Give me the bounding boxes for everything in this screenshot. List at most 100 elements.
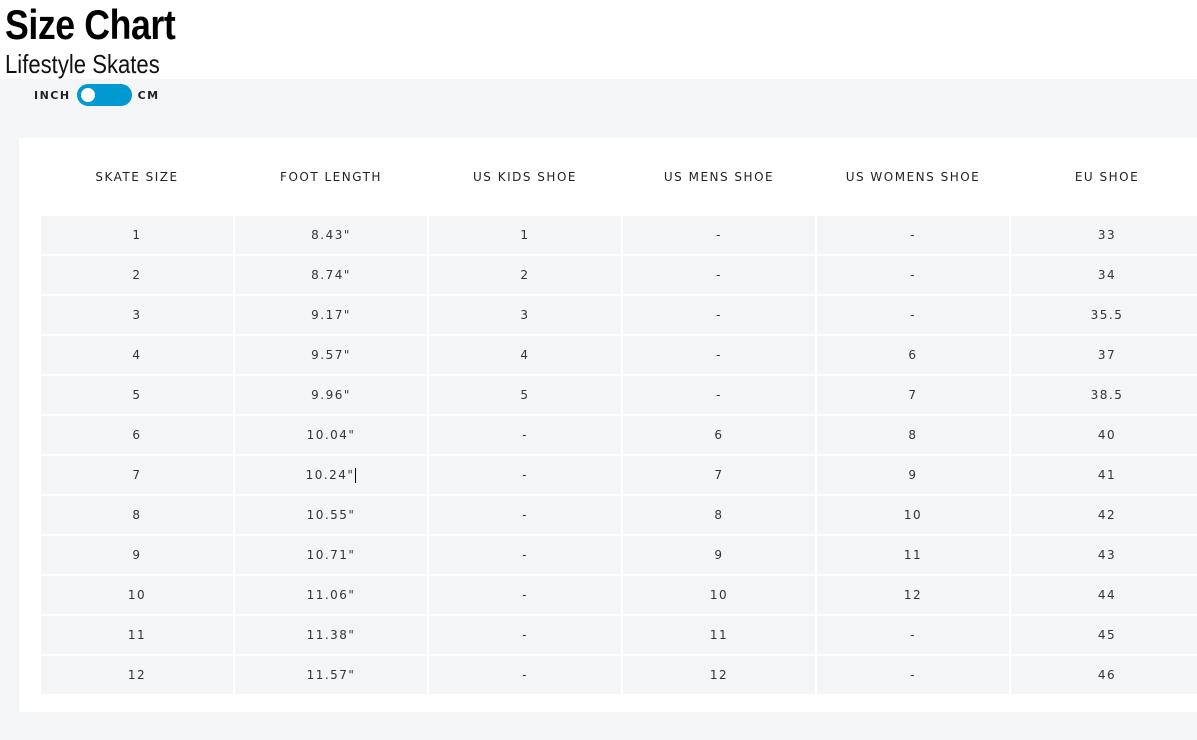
- cell-value: 11: [127, 628, 147, 642]
- column-header: US WOMENS SHOE: [845, 170, 981, 184]
- cell-value: 4: [520, 348, 530, 362]
- table-cell: 4: [429, 336, 621, 374]
- cell-value: -: [522, 628, 528, 642]
- page-subtitle: Lifestyle Skates: [5, 49, 160, 79]
- table-cell: 5: [429, 376, 621, 414]
- cell-value: 11.57": [306, 668, 356, 682]
- cell-value: 10.71": [306, 548, 356, 562]
- table-cell: 9.96": [235, 376, 427, 414]
- table-cell: 2: [429, 256, 621, 294]
- table-cell: -: [623, 296, 815, 334]
- cell-value: 9.17": [311, 308, 351, 322]
- size-table: SKATE SIZE FOOT LENGTH US KIDS SHOE US MENS…: [39, 138, 1197, 696]
- table-cell: 33: [1011, 216, 1197, 254]
- table-cell: -: [429, 656, 621, 694]
- table-cell: 44: [1011, 576, 1197, 614]
- table-cell: -: [429, 616, 621, 654]
- cell-value: -: [716, 228, 722, 242]
- table-cell: 3: [429, 296, 621, 334]
- table-cell: 12: [623, 656, 815, 694]
- size-chart-card: SKATE SIZE FOOT LENGTH US KIDS SHOE US MENS…: [19, 138, 1197, 712]
- table-cell: -: [429, 416, 621, 454]
- cell-value: 10: [127, 588, 147, 602]
- table-cell: 6: [41, 416, 233, 454]
- table-cell: 12: [41, 656, 233, 694]
- table-row: 11 11.38" - 11 - 45: [41, 616, 1197, 654]
- table-cell: -: [429, 536, 621, 574]
- page-title: Size Chart: [5, 1, 176, 48]
- cell-value: -: [522, 548, 528, 562]
- cell-value: 2: [132, 268, 142, 282]
- table-row: 7 10.24" - 7 9 41: [41, 456, 1197, 494]
- cell-value: -: [910, 268, 916, 282]
- table-cell: 8: [623, 496, 815, 534]
- table-cell: 6: [817, 336, 1009, 374]
- cell-value: 9.57": [311, 348, 351, 362]
- cell-value: 8.74": [311, 268, 351, 282]
- table-cell: 8: [41, 496, 233, 534]
- table-cell: -: [429, 496, 621, 534]
- table-cell: 46: [1011, 656, 1197, 694]
- cell-value: 9: [132, 548, 142, 562]
- table-cell: 35.5: [1011, 296, 1197, 334]
- table-cell: 11.57": [235, 656, 427, 694]
- table-row: 12 11.57" - 12 - 46: [41, 656, 1197, 694]
- cell-value: 7: [908, 388, 918, 402]
- table-cell: 10: [41, 576, 233, 614]
- table-cell: 42: [1011, 496, 1197, 534]
- column-header: US MENS SHOE: [663, 170, 775, 184]
- cell-value: -: [910, 228, 916, 242]
- cell-value: 37: [1097, 348, 1117, 362]
- table-row: 2 8.74" 2 - - 34: [41, 256, 1197, 294]
- unit-toggle-switch[interactable]: [76, 84, 132, 106]
- cell-value: 44: [1097, 588, 1117, 602]
- table-cell: -: [623, 216, 815, 254]
- cell-value: 8: [908, 428, 918, 442]
- cell-value: 5: [132, 388, 142, 402]
- cell-value: 38.5: [1090, 388, 1124, 402]
- table-cell: 11.38": [235, 616, 427, 654]
- cell-value: 3: [132, 308, 142, 322]
- cell-value: 8.43": [311, 228, 351, 242]
- cell-value: 7: [132, 468, 142, 482]
- cell-value: 9.96": [311, 388, 351, 402]
- table-cell: 40: [1011, 416, 1197, 454]
- cell-value: -: [716, 348, 722, 362]
- table-cell: 45: [1011, 616, 1197, 654]
- table-row: 10 11.06" - 10 12 44: [41, 576, 1197, 614]
- table-cell: 43: [1011, 536, 1197, 574]
- table-row: 5 9.96" 5 - 7 38.5: [41, 376, 1197, 414]
- table-cell: 2: [41, 256, 233, 294]
- cell-value: -: [522, 468, 528, 482]
- table-cell: 9.57": [235, 336, 427, 374]
- cell-value: 12: [903, 588, 923, 602]
- table-cell: 1: [429, 216, 621, 254]
- cell-value: 42: [1097, 508, 1117, 522]
- unit-toggle-group: INCH CM: [34, 84, 160, 106]
- table-row: 1 8.43" 1 - - 33: [41, 216, 1197, 254]
- toggle-knob: [80, 88, 95, 102]
- inch-label[interactable]: INCH: [34, 88, 71, 102]
- table-cell: -: [429, 576, 621, 614]
- table-cell: 8: [817, 416, 1009, 454]
- table-cell: 9: [623, 536, 815, 574]
- table-cell: 11: [41, 616, 233, 654]
- table-cell: 4: [41, 336, 233, 374]
- table-cell: 11.06": [235, 576, 427, 614]
- cell-value: 6: [132, 428, 142, 442]
- cm-label[interactable]: CM: [137, 88, 160, 102]
- table-row: 3 9.17" 3 - - 35.5: [41, 296, 1197, 334]
- table-cell: -: [623, 376, 815, 414]
- table-cell: 37: [1011, 336, 1197, 374]
- cell-value: -: [522, 508, 528, 522]
- column-header: FOOT LENGTH: [280, 170, 382, 184]
- cell-value: -: [522, 668, 528, 682]
- table-cell: -: [429, 456, 621, 494]
- cell-value: 8: [714, 508, 724, 522]
- cell-value: -: [522, 588, 528, 602]
- cell-value: 12: [127, 668, 147, 682]
- table-cell: 34: [1011, 256, 1197, 294]
- cell-value: 43: [1097, 548, 1117, 562]
- cell-value: 12: [709, 668, 729, 682]
- table-cell: 6: [623, 416, 815, 454]
